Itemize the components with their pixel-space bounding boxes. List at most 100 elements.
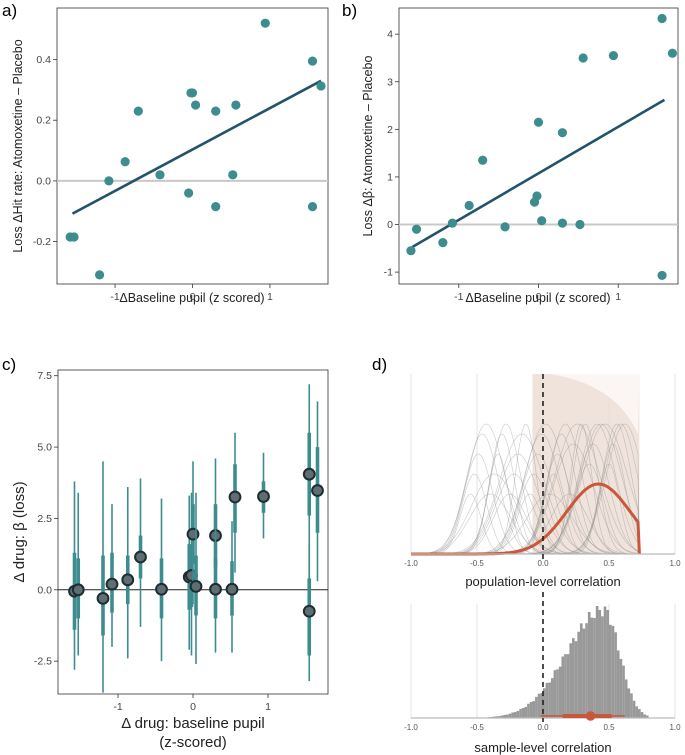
histogram-bar — [556, 669, 559, 718]
data-point — [302, 604, 316, 618]
data-point — [260, 18, 270, 28]
y-tick-label: 4 — [387, 29, 393, 41]
data-point — [120, 157, 130, 167]
data-point — [464, 200, 474, 211]
histogram-bar — [616, 650, 620, 718]
data-point — [316, 81, 326, 91]
histogram-bar — [513, 712, 517, 718]
y-tick-label: 5.0 — [37, 442, 52, 454]
x-tick-label: -1 — [113, 701, 122, 713]
histogram-bar — [595, 606, 599, 718]
histogram-bar — [574, 641, 578, 718]
x-tick-label: -1 — [454, 291, 463, 303]
data-point — [447, 218, 458, 228]
data-point — [228, 170, 238, 180]
histogram-bar — [572, 638, 575, 718]
y-tick-label: -0.2 — [33, 236, 51, 248]
data-point — [184, 188, 194, 198]
panel-c-x-axis-label-line1: Δ drug: baseline pupil — [121, 715, 264, 732]
panel-d: d) population-level correlation sample-l… — [372, 355, 681, 755]
data-point — [96, 591, 110, 605]
panel-c: c) Δ drug: β (loss) Δ drug: baseline pup… — [2, 355, 329, 751]
x-tick-label: 0.5 — [603, 723, 615, 732]
histogram-bar — [537, 693, 541, 718]
y-tick-label: 3 — [387, 76, 393, 88]
panel-a-plot-frame — [56, 7, 329, 285]
histogram-bar — [614, 632, 617, 718]
histogram-bar — [638, 709, 641, 718]
histogram-bar — [606, 609, 609, 718]
histogram-bar — [645, 715, 649, 718]
data-point — [667, 48, 678, 58]
histogram-bar — [500, 715, 504, 718]
x-tick-label: 0.0 — [537, 559, 549, 568]
histogram-bar — [587, 612, 591, 718]
data-point — [228, 490, 242, 504]
y-tick-label: 7.5 — [37, 370, 52, 382]
y-tick-label: 2 — [387, 124, 393, 136]
x-tick-label: -0.5 — [470, 723, 484, 732]
histogram-bar — [611, 625, 615, 718]
histogram-bar — [582, 628, 586, 718]
panel-d-bottom-x-axis-label: sample-level correlation — [474, 740, 611, 755]
data-point — [500, 222, 510, 232]
y-tick-label: -2.5 — [34, 656, 52, 668]
y-tick-label: -1 — [384, 267, 393, 279]
panel-a-label: a) — [2, 1, 17, 20]
x-tick-label: -1.0 — [404, 559, 418, 568]
data-point — [211, 202, 221, 212]
y-tick-label: 0.4 — [36, 54, 51, 66]
histogram-bar — [598, 609, 602, 718]
data-point — [608, 50, 619, 61]
histogram-bar — [506, 714, 509, 718]
data-point — [532, 191, 542, 201]
histogram-bar — [535, 696, 538, 718]
histogram-bar — [630, 693, 633, 718]
y-tick-label: 0.0 — [37, 584, 52, 596]
x-tick-label: -0.5 — [470, 559, 484, 568]
data-point — [257, 490, 270, 503]
histogram-bar — [609, 624, 612, 718]
point-estimate — [585, 711, 596, 721]
panel-c-x-axis-label-line2: (z-scored) — [159, 734, 227, 751]
histogram-bar — [548, 682, 551, 718]
data-point — [190, 100, 201, 110]
data-point — [133, 106, 143, 116]
histogram-bar — [558, 666, 562, 718]
panel-c-label: c) — [2, 355, 16, 374]
histogram-bar — [508, 713, 512, 718]
y-tick-label: 0 — [387, 219, 393, 231]
histogram-bar — [643, 714, 646, 718]
y-tick-label: 0.0 — [36, 175, 51, 187]
data-point — [134, 550, 147, 564]
data-point — [557, 128, 568, 138]
histogram-bar — [492, 716, 496, 718]
data-point — [105, 577, 119, 591]
data-point — [537, 216, 547, 226]
histogram-bar — [521, 708, 525, 718]
x-tick-label: 1.0 — [669, 559, 681, 568]
histogram-bar — [577, 631, 580, 718]
histogram-bar — [498, 716, 501, 718]
histogram-bar — [545, 682, 549, 718]
histogram-bar — [640, 712, 644, 718]
data-point — [533, 117, 544, 127]
histogram-bar — [519, 708, 522, 718]
y-tick-label: 1 — [387, 171, 393, 183]
histogram-bar — [566, 654, 570, 718]
x-tick-label: 1 — [267, 291, 273, 303]
histogram-bar — [635, 706, 639, 718]
data-point — [211, 106, 221, 116]
histogram-bar — [550, 678, 554, 718]
panel-a-fit-line — [71, 79, 322, 215]
histogram-bar — [622, 665, 625, 718]
histogram-bar — [624, 679, 628, 718]
x-tick-label: 1 — [615, 291, 621, 303]
data-point — [578, 53, 588, 63]
shade-cap — [549, 374, 640, 434]
data-point — [155, 170, 165, 180]
data-point — [657, 13, 667, 24]
data-point — [575, 219, 585, 230]
histogram-bar — [516, 710, 520, 718]
